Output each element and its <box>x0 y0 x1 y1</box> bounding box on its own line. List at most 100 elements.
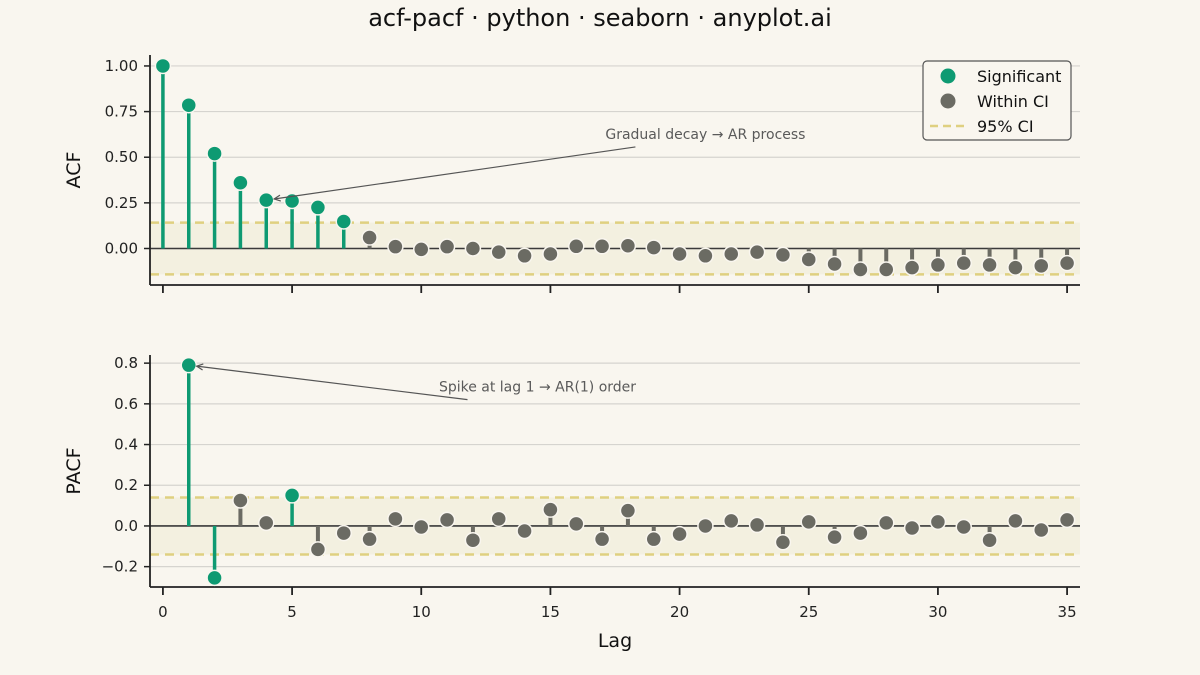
x-tick-label: 0 <box>158 603 168 621</box>
marker-within <box>335 524 352 542</box>
marker-within <box>645 530 662 548</box>
annotation-text: Gradual decay → AR process <box>605 127 805 143</box>
annotation-arrowhead <box>272 194 282 202</box>
marker-within <box>671 525 688 543</box>
x-tick-label: 25 <box>799 603 818 621</box>
marker-within <box>490 243 507 261</box>
y-tick-label: 0.2 <box>114 476 138 494</box>
marker-within <box>697 247 714 265</box>
y-tick-label: 0.4 <box>114 436 138 454</box>
marker-within <box>387 238 404 255</box>
marker-within <box>516 522 533 540</box>
y-tick-label: 0.25 <box>105 194 138 212</box>
marker-within <box>361 530 378 548</box>
legend-swatch-significant <box>940 68 956 84</box>
marker-within <box>542 245 559 263</box>
marker-within <box>1007 512 1024 530</box>
marker-significant <box>206 569 223 587</box>
marker-within <box>903 519 921 537</box>
marker-within <box>955 254 972 272</box>
marker-significant <box>335 213 352 230</box>
marker-within <box>568 515 585 533</box>
annotation-text: Spike at lag 1 → AR(1) order <box>439 380 636 396</box>
marker-within <box>413 241 430 258</box>
legend-box <box>922 60 1072 141</box>
marker-within <box>438 511 456 529</box>
legend-label: Significant <box>977 67 1061 86</box>
marker-within <box>645 239 662 256</box>
marker-within <box>542 501 559 518</box>
marker-within <box>464 531 482 549</box>
marker-within <box>774 533 792 551</box>
x-tick-label: 15 <box>541 603 560 621</box>
marker-significant <box>309 199 327 216</box>
marker-within <box>413 518 430 536</box>
y-tick-label: 0.0 <box>114 517 138 535</box>
marker-within <box>464 240 482 257</box>
legend-swatch-within <box>940 93 956 109</box>
y-tick-label: −0.2 <box>102 558 138 576</box>
marker-within <box>723 512 740 530</box>
y-axis-label: ACF <box>63 152 85 189</box>
marker-significant <box>206 145 223 162</box>
marker-within <box>619 502 637 519</box>
chart-title: acf-pacf · python · seaborn · anyplot.ai <box>368 4 832 32</box>
marker-within <box>516 247 533 265</box>
marker-within <box>490 510 507 528</box>
marker-within <box>697 517 714 535</box>
annotation-arrowhead <box>195 363 204 371</box>
y-tick-label: 0.8 <box>114 354 138 372</box>
marker-significant <box>232 174 249 192</box>
marker-within <box>852 261 869 278</box>
marker-within <box>826 255 843 273</box>
marker-within <box>929 513 947 531</box>
marker-within <box>619 237 637 255</box>
y-tick-label: 0.50 <box>105 148 138 166</box>
marker-within <box>748 516 766 534</box>
marker-within <box>981 531 998 549</box>
y-tick-label: 0.00 <box>105 239 138 257</box>
marker-within <box>800 513 817 531</box>
y-tick-label: 0.75 <box>105 103 138 121</box>
marker-within <box>232 492 249 509</box>
marker-significant <box>180 356 197 374</box>
marker-within <box>1058 511 1076 529</box>
marker-within <box>774 246 792 264</box>
marker-within <box>593 530 611 548</box>
pacf-panel: −0.2 0.0 0.2 0.4 0.6 0.8 0 5 10 15 20 25 30 35 Spike a… <box>63 354 1080 652</box>
x-axis-label: Lag <box>598 630 632 652</box>
marker-within <box>593 238 611 255</box>
marker-within <box>723 245 740 263</box>
marker-within <box>1033 257 1050 275</box>
marker-significant <box>180 96 197 114</box>
marker-within <box>955 518 972 536</box>
annotation-arrow-line <box>196 365 468 401</box>
marker-within <box>878 514 895 532</box>
marker-significant <box>283 487 301 504</box>
legend-label: Within CI <box>977 92 1049 111</box>
acf-panel: 0.00 0.25 0.50 0.75 1.00 Gradual decay → AR p… <box>63 55 1080 293</box>
marker-within <box>826 528 843 546</box>
marker-significant <box>154 57 172 75</box>
marker-within <box>1058 254 1076 272</box>
marker-within <box>800 251 817 268</box>
legend-label: 95% CI <box>977 117 1034 136</box>
x-tick-label: 10 <box>412 603 431 621</box>
annotation-arrow-line <box>274 146 636 200</box>
marker-within <box>852 524 869 542</box>
y-tick-label: 0.6 <box>114 395 138 413</box>
x-tick-label: 30 <box>928 603 947 621</box>
marker-within <box>671 245 688 263</box>
marker-within <box>568 238 585 255</box>
marker-within <box>903 259 921 276</box>
x-tick-label: 5 <box>287 603 297 621</box>
x-tick-label: 20 <box>670 603 689 621</box>
marker-within <box>258 514 275 532</box>
marker-within <box>309 541 327 558</box>
marker-within <box>878 261 895 278</box>
y-tick-label: 1.00 <box>105 57 138 75</box>
marker-within <box>929 256 947 274</box>
y-axis-label: PACF <box>63 447 85 494</box>
